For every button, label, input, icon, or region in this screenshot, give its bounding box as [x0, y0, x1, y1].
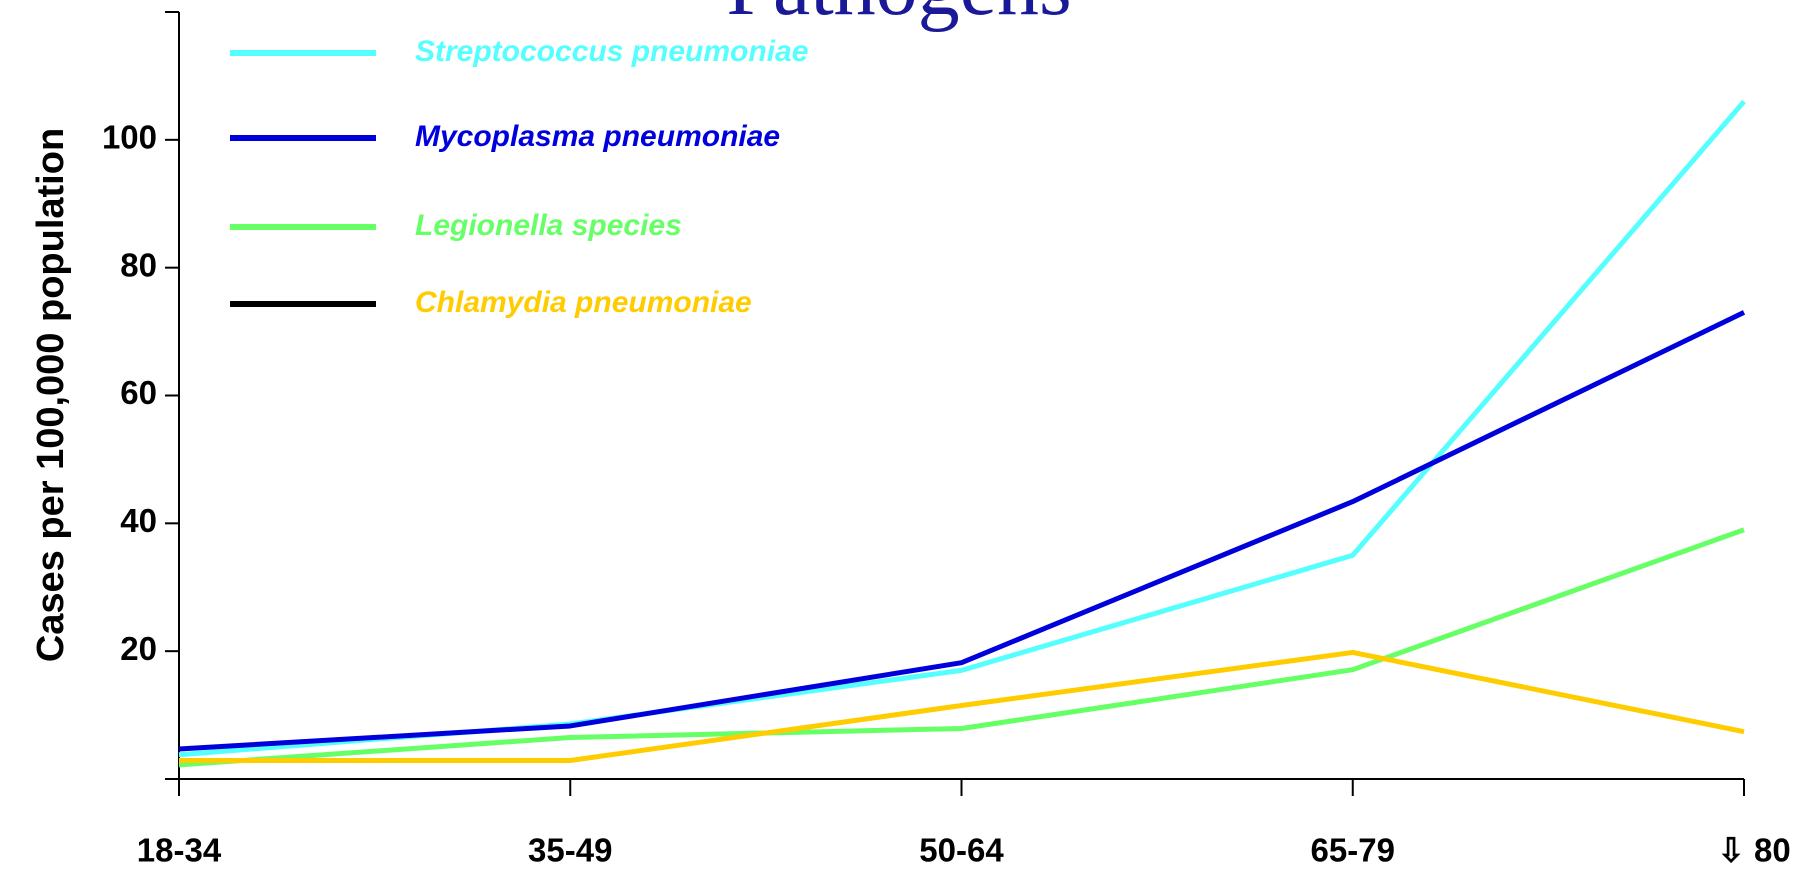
y-tick-label: 60 [120, 374, 157, 411]
legend-label: Streptococcus pneumoniae [415, 35, 808, 68]
x-tick-label: 50-64 [919, 832, 1004, 869]
chart-title: Pathogens [726, 0, 1071, 33]
y-tick-label: 40 [120, 502, 157, 539]
y-tick-label: 100 [102, 119, 157, 156]
y-tick-label: 80 [120, 246, 157, 283]
x-tick-label: 18-34 [137, 832, 222, 869]
x-tick-label: 35-49 [528, 832, 612, 869]
legend-label: Mycoplasma pneumoniae [415, 120, 780, 153]
legend-label: Chlamydia pneumoniae [415, 286, 752, 319]
series-line [179, 649, 1745, 763]
x-tick-label: 65-79 [1311, 832, 1395, 869]
legend-label: Legionella species [415, 209, 682, 242]
x-tick-label: ⇩ 80 [1717, 832, 1791, 869]
y-axis-label: Cases per 100,000 population [30, 128, 72, 662]
y-tick-label: 20 [120, 630, 157, 667]
series-line [178, 527, 1745, 768]
series-line [178, 310, 1746, 752]
